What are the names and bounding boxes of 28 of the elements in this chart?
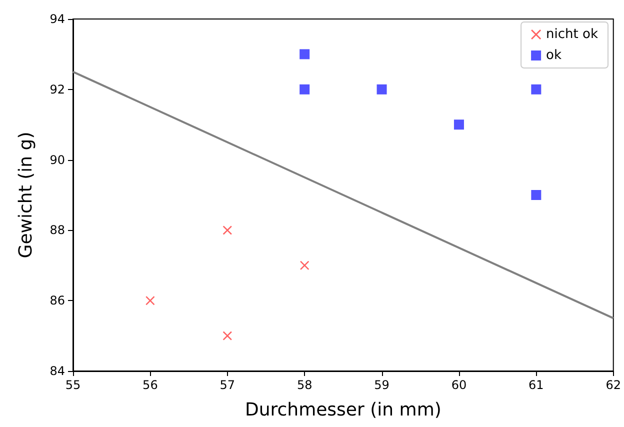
point xyxy=(531,190,542,200)
x-tick-label: 59 xyxy=(374,378,390,392)
point xyxy=(222,331,232,340)
y-tick-label: 88 xyxy=(50,223,65,238)
point xyxy=(146,296,155,306)
x-tick-label: 55 xyxy=(65,378,81,392)
y-tick-label: 94 xyxy=(50,12,65,26)
y-tick-label: 84 xyxy=(50,364,65,378)
y-tick-label: 86 xyxy=(50,294,65,308)
point xyxy=(531,84,542,94)
x-tick-label: 61 xyxy=(528,378,544,392)
y-tick-label: 90 xyxy=(50,152,65,167)
x-tick-label: 56 xyxy=(142,378,158,392)
point xyxy=(376,84,387,94)
point xyxy=(454,120,464,130)
x-tick-label: 62 xyxy=(606,378,622,392)
legend-label: ok xyxy=(546,48,562,63)
x-tick-label: 57 xyxy=(220,378,236,392)
point xyxy=(222,226,232,235)
y-tick-label: 92 xyxy=(50,82,65,96)
x-tick-label: 58 xyxy=(296,378,312,392)
point xyxy=(300,84,310,94)
point xyxy=(300,49,310,60)
legend-label: nicht ok xyxy=(546,27,598,42)
x-axis-title: Durchmesser (in mm) xyxy=(244,400,442,420)
x-tick-label: 60 xyxy=(451,378,467,392)
point xyxy=(300,260,310,270)
y-axis-title: Gewicht (in g) xyxy=(16,132,36,258)
